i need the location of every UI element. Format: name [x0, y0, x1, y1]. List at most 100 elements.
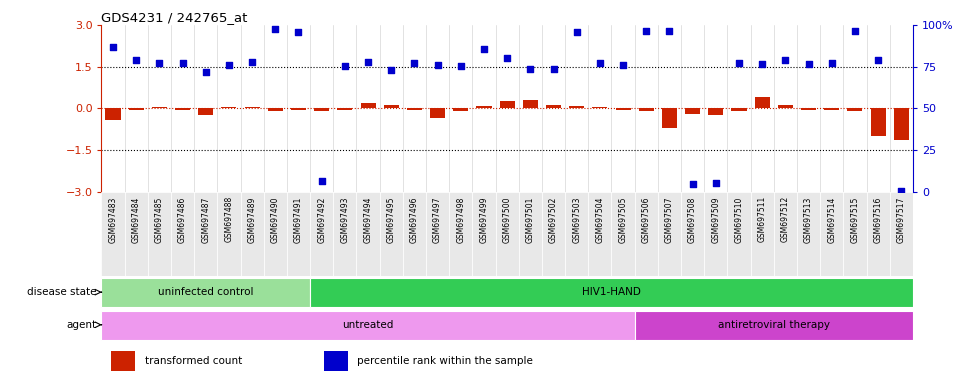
- Bar: [268, 108, 283, 111]
- Point: [523, 66, 538, 72]
- Bar: [356, 192, 380, 276]
- Point: [499, 55, 515, 61]
- Point: [407, 60, 422, 66]
- Bar: [754, 97, 770, 108]
- Point: [244, 59, 260, 65]
- Text: untreated: untreated: [342, 320, 394, 330]
- Bar: [125, 192, 148, 276]
- Bar: [384, 105, 399, 108]
- Bar: [727, 192, 751, 276]
- Bar: [635, 192, 658, 276]
- Text: GSM697492: GSM697492: [317, 196, 327, 243]
- Point: [384, 67, 399, 73]
- Text: GSM697496: GSM697496: [410, 196, 419, 243]
- Text: GSM697509: GSM697509: [711, 196, 721, 243]
- Bar: [778, 104, 793, 108]
- Bar: [774, 192, 797, 276]
- Text: GSM697515: GSM697515: [850, 196, 860, 243]
- Text: GSM697501: GSM697501: [526, 196, 535, 243]
- Bar: [453, 108, 469, 111]
- Text: GSM697506: GSM697506: [641, 196, 651, 243]
- Bar: [894, 108, 909, 141]
- Point: [708, 180, 724, 186]
- Point: [870, 57, 886, 63]
- Point: [175, 60, 190, 66]
- Bar: [244, 107, 260, 108]
- Bar: [615, 108, 631, 110]
- Text: GSM697511: GSM697511: [757, 196, 767, 242]
- Bar: [611, 192, 635, 276]
- Bar: [287, 192, 310, 276]
- Bar: [324, 351, 348, 371]
- Bar: [128, 108, 144, 110]
- Text: antiretroviral therapy: antiretroviral therapy: [718, 320, 830, 330]
- Text: GSM697483: GSM697483: [108, 196, 118, 243]
- Point: [314, 178, 329, 184]
- Point: [801, 61, 816, 67]
- Bar: [824, 108, 839, 110]
- Bar: [333, 192, 356, 276]
- Text: GSM697517: GSM697517: [896, 196, 906, 243]
- Bar: [565, 192, 588, 276]
- Point: [546, 66, 561, 72]
- Bar: [704, 192, 727, 276]
- Bar: [797, 192, 820, 276]
- Text: agent: agent: [67, 320, 97, 330]
- Bar: [101, 192, 125, 276]
- Point: [476, 46, 492, 52]
- Bar: [708, 108, 724, 114]
- Point: [894, 188, 909, 194]
- Point: [152, 60, 167, 66]
- Bar: [314, 108, 329, 111]
- Text: GSM697486: GSM697486: [178, 196, 187, 243]
- Bar: [194, 192, 217, 276]
- Point: [105, 44, 121, 50]
- Bar: [198, 108, 213, 116]
- Bar: [662, 108, 677, 128]
- Text: GSM697484: GSM697484: [131, 196, 141, 243]
- Bar: [449, 192, 472, 276]
- Text: percentile rank within the sample: percentile rank within the sample: [357, 356, 533, 366]
- Text: GSM697489: GSM697489: [247, 196, 257, 243]
- Bar: [337, 108, 353, 109]
- Bar: [592, 107, 608, 108]
- Text: uninfected control: uninfected control: [158, 287, 253, 297]
- Bar: [635, 311, 913, 340]
- Point: [592, 60, 608, 66]
- Bar: [519, 192, 542, 276]
- Bar: [101, 278, 310, 308]
- Bar: [731, 108, 747, 111]
- Text: GSM697497: GSM697497: [433, 196, 442, 243]
- Text: GSM697502: GSM697502: [549, 196, 558, 243]
- Bar: [152, 107, 167, 108]
- Bar: [751, 192, 774, 276]
- Text: GSM697503: GSM697503: [572, 196, 582, 243]
- Text: GDS4231 / 242765_at: GDS4231 / 242765_at: [101, 11, 248, 24]
- Point: [754, 61, 770, 68]
- Bar: [639, 108, 654, 111]
- Point: [198, 69, 213, 75]
- Bar: [801, 108, 816, 110]
- Text: GSM697493: GSM697493: [340, 196, 350, 243]
- Bar: [546, 104, 561, 108]
- Bar: [523, 99, 538, 108]
- Bar: [847, 108, 863, 111]
- Point: [430, 62, 445, 68]
- Point: [778, 57, 793, 63]
- Text: HIV1-HAND: HIV1-HAND: [582, 287, 640, 297]
- Text: GSM697516: GSM697516: [873, 196, 883, 243]
- Point: [731, 60, 747, 66]
- Point: [360, 59, 376, 65]
- Bar: [569, 106, 584, 108]
- Bar: [476, 106, 492, 108]
- Point: [569, 30, 584, 36]
- Point: [268, 26, 283, 32]
- Point: [337, 63, 353, 69]
- Text: GSM697499: GSM697499: [479, 196, 489, 243]
- Text: GSM697513: GSM697513: [804, 196, 813, 243]
- Bar: [148, 192, 171, 276]
- Bar: [407, 108, 422, 110]
- Bar: [472, 192, 496, 276]
- Text: GSM697505: GSM697505: [618, 196, 628, 243]
- Bar: [380, 192, 403, 276]
